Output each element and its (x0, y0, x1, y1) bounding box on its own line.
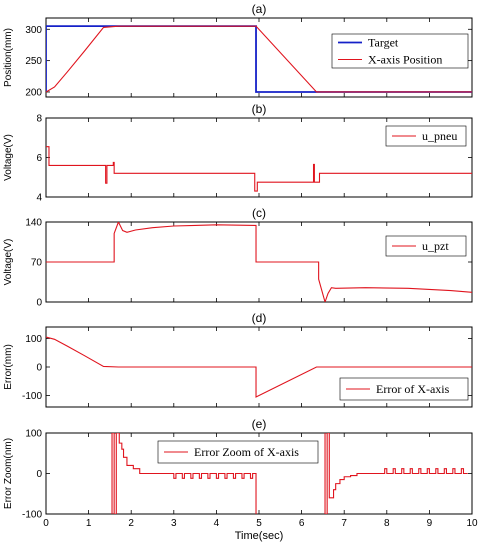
legend-box (331, 33, 469, 69)
y-tick-label: 8 (36, 114, 42, 125)
y-tick-label: 0 (36, 469, 42, 480)
x-tick-label: 0 (43, 518, 49, 529)
y-tick-label: 100 (25, 334, 42, 345)
panel-label: (a) (252, 2, 267, 16)
y-axis-label: Voltage(V) (3, 134, 14, 181)
series-line (46, 25, 472, 93)
y-tick-label: 200 (25, 87, 42, 98)
legend-box (339, 377, 469, 401)
panel-label: (e) (252, 417, 267, 431)
panel-a: (a) 200 250 300 Position(mm) Target X-axis Pos… (3, 2, 473, 98)
y-tick-label: 140 (25, 218, 42, 229)
series-line (324, 433, 468, 514)
legend: Target X-axis Position (331, 33, 469, 69)
y-axis-label: Position(mm) (3, 28, 14, 87)
y-tick-label: 0 (36, 298, 42, 309)
y-tick-label: -100 (22, 391, 42, 402)
legend: Error of X-axis (339, 377, 469, 401)
series-line (46, 146, 472, 192)
x-tick-label: 4 (214, 518, 220, 529)
panel-c: (c) 0 70 140 Voltage(V) u_pzt (3, 206, 473, 309)
y-tick-label: 70 (31, 258, 43, 269)
x-tick-label: 1 (86, 518, 92, 529)
legend: Error Zoom of X-axis (157, 440, 319, 464)
panel-d: (d) -100 0 100 Error(mm) Error of X-axis (3, 311, 473, 408)
series-line (46, 336, 472, 398)
x-tick-label: 5 (256, 518, 262, 529)
y-tick-label: 250 (25, 56, 42, 67)
legend-label: X-axis Position (368, 53, 442, 67)
panel-b: (b) 4 6 8 Voltage(V) u_pneu (3, 102, 473, 204)
y-axis-label: Error Zoom(nm) (3, 438, 14, 509)
x-tick-label: 2 (128, 518, 134, 529)
panel-label: (d) (252, 311, 267, 325)
legend-label: Error of X-axis (376, 382, 450, 396)
series-line (46, 222, 472, 302)
x-tick-label: 9 (427, 518, 433, 529)
legend: u_pzt (385, 235, 467, 257)
x-tick-label: 8 (384, 518, 390, 529)
y-tick-label: 6 (36, 153, 42, 164)
legend-label: u_pzt (422, 239, 449, 253)
panel-label: (b) (252, 102, 267, 116)
legend-box (385, 125, 467, 147)
y-axis-label: Voltage(V) (3, 239, 14, 286)
legend-label: Target (368, 36, 399, 50)
x-axis-label: Time(sec) (235, 530, 283, 542)
x-tick-label: 10 (466, 518, 478, 529)
y-tick-label: 300 (25, 25, 42, 36)
legend: u_pneu (385, 125, 467, 147)
y-tick-label: 4 (36, 193, 42, 204)
x-tick-label: 6 (299, 518, 305, 529)
panel-label: (c) (252, 206, 266, 220)
legend-box (157, 440, 319, 464)
x-tick-label: 3 (171, 518, 177, 529)
series-line (111, 433, 257, 514)
y-tick-label: 100 (25, 429, 42, 440)
y-tick-label: 0 (36, 363, 42, 374)
x-tick-label: 7 (341, 518, 347, 529)
legend-box (385, 235, 467, 257)
legend-label: u_pneu (422, 129, 457, 143)
legend-label: Error Zoom of X-axis (194, 445, 299, 459)
y-tick-label: -100 (22, 510, 42, 521)
y-axis-label: Error(mm) (3, 344, 14, 390)
